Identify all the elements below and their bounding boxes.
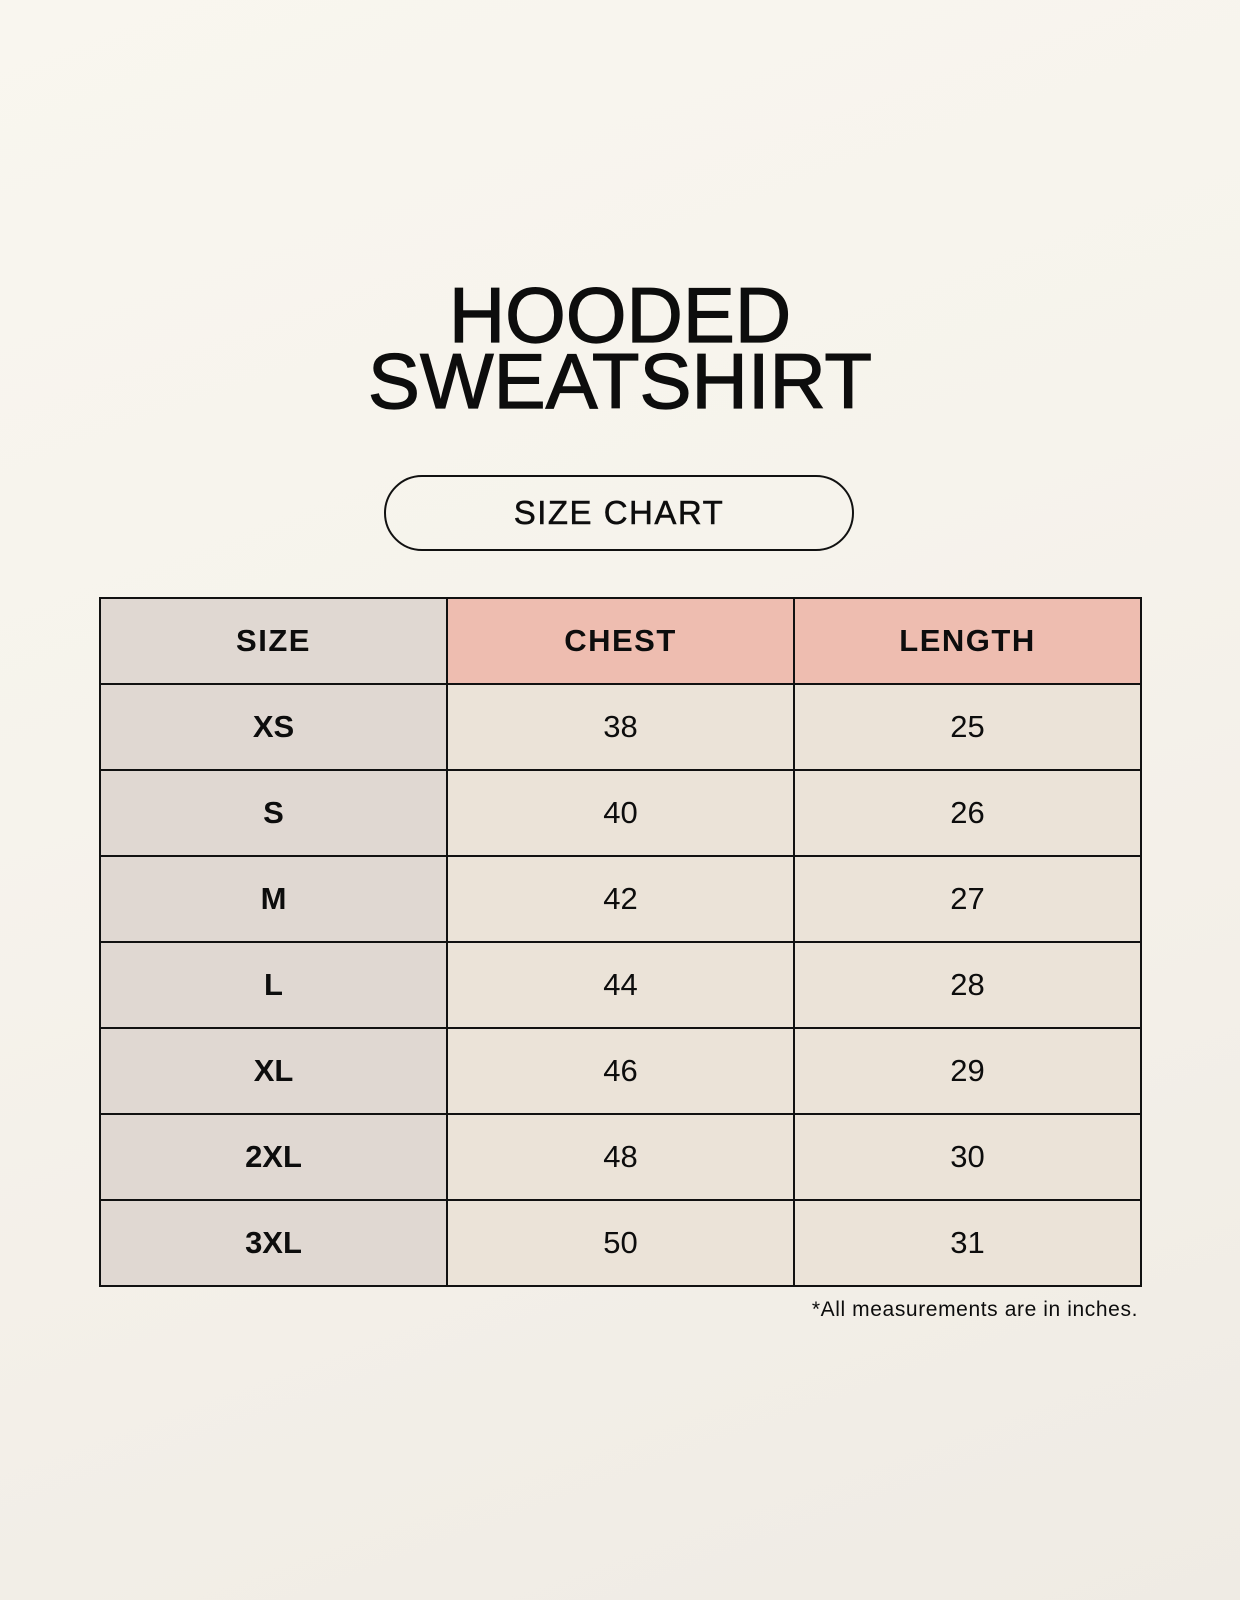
cell-chest: 42 xyxy=(446,855,795,943)
cell-size: 3XL xyxy=(99,1199,448,1287)
cell-length: 31 xyxy=(793,1199,1142,1287)
cell-chest: 38 xyxy=(446,683,795,771)
size-table: SIZE CHEST LENGTH XS 38 25 S 40 26 M 42 27 L 44 28 X… xyxy=(99,597,1142,1287)
cell-chest: 46 xyxy=(446,1027,795,1115)
cell-size: 2XL xyxy=(99,1113,448,1201)
table-row: S 40 26 xyxy=(99,769,1142,857)
title-line-2: SWEATSHIRT xyxy=(367,337,873,425)
page-title: HOODED SWEATSHIRT xyxy=(0,271,1240,425)
table-row: L 44 28 xyxy=(99,941,1142,1029)
table-row: XL 46 29 xyxy=(99,1027,1142,1115)
table-header-row: SIZE CHEST LENGTH xyxy=(99,597,1142,685)
cell-chest: 48 xyxy=(446,1113,795,1201)
cell-size: XS xyxy=(99,683,448,771)
cell-length: 27 xyxy=(793,855,1142,943)
table-row: 3XL 50 31 xyxy=(99,1199,1142,1287)
cell-length: 28 xyxy=(793,941,1142,1029)
cell-length: 26 xyxy=(793,769,1142,857)
title-line-1: HOODED xyxy=(448,271,792,359)
cell-length: 25 xyxy=(793,683,1142,771)
cell-size: S xyxy=(99,769,448,857)
size-chart-badge: SIZE CHART xyxy=(384,475,854,551)
cell-size: XL xyxy=(99,1027,448,1115)
cell-chest: 40 xyxy=(446,769,795,857)
cell-size: M xyxy=(99,855,448,943)
header-chest: CHEST xyxy=(446,597,795,685)
table-row: 2XL 48 30 xyxy=(99,1113,1142,1201)
header-length: LENGTH xyxy=(793,597,1142,685)
cell-size: L xyxy=(99,941,448,1029)
header-size: SIZE xyxy=(99,597,448,685)
cell-length: 29 xyxy=(793,1027,1142,1115)
cell-chest: 50 xyxy=(446,1199,795,1287)
measurement-note: *All measurements are in inches. xyxy=(811,1298,1138,1321)
cell-chest: 44 xyxy=(446,941,795,1029)
table-row: M 42 27 xyxy=(99,855,1142,943)
table-row: XS 38 25 xyxy=(99,683,1142,771)
cell-length: 30 xyxy=(793,1113,1142,1201)
